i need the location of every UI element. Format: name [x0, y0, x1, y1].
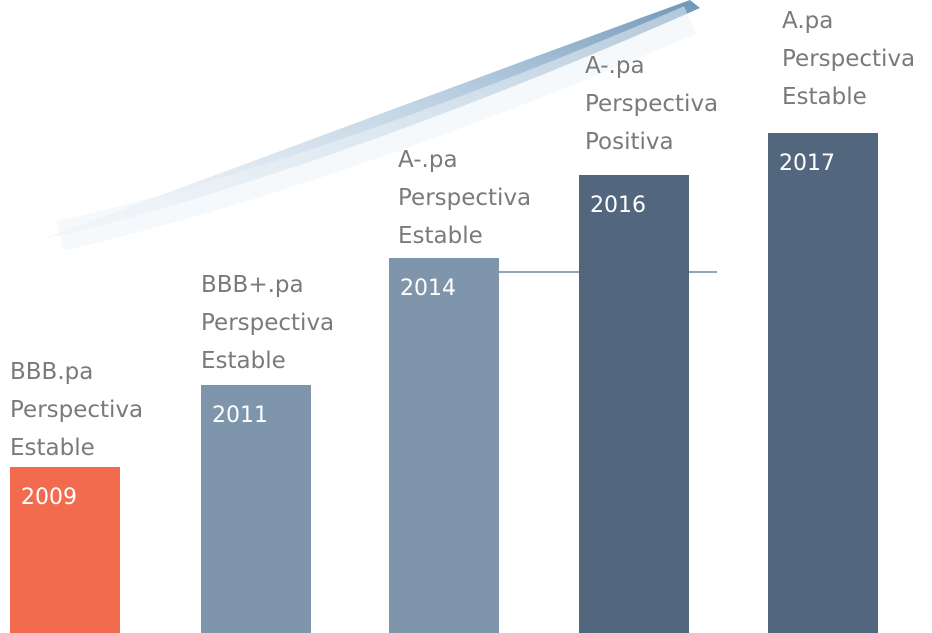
outlook-label: Perspectiva: [201, 304, 371, 342]
bar: 2014: [389, 258, 499, 633]
bar-label: A-.pa Perspectiva Estable: [398, 141, 568, 255]
rating: BBB+.pa: [201, 266, 371, 304]
rating: A.pa: [782, 2, 932, 40]
bar-label: A.pa Perspectiva Estable: [782, 2, 932, 116]
year: 2017: [779, 151, 835, 176]
rating: A-.pa: [585, 47, 755, 85]
year: 2011: [212, 403, 268, 428]
outlook: Estable: [201, 342, 371, 380]
outlook-label: Perspectiva: [782, 40, 932, 78]
outlook-label: Perspectiva: [10, 391, 180, 429]
year: 2014: [400, 276, 456, 301]
rating: BBB.pa: [10, 353, 180, 391]
year: 2016: [590, 193, 646, 218]
bar-label: BBB+.pa Perspectiva Estable: [201, 266, 371, 380]
rating: A-.pa: [398, 141, 568, 179]
outlook: Positiva: [585, 123, 755, 161]
outlook: Estable: [10, 429, 180, 467]
year: 2009: [21, 485, 77, 510]
outlook: Estable: [782, 78, 932, 116]
bar: 2011: [201, 385, 311, 633]
bar: 2017: [768, 133, 878, 633]
page: BBB.pa Perspectiva Estable 2009 BBB+.pa …: [0, 0, 932, 633]
bar-label: A-.pa Perspectiva Positiva: [585, 47, 755, 161]
bar: 2016: [579, 175, 689, 633]
outlook-label: Perspectiva: [585, 85, 755, 123]
bar-label: BBB.pa Perspectiva Estable: [10, 353, 180, 467]
outlook-label: Perspectiva: [398, 179, 568, 217]
bar: 2009: [10, 467, 120, 633]
outlook: Estable: [398, 217, 568, 255]
